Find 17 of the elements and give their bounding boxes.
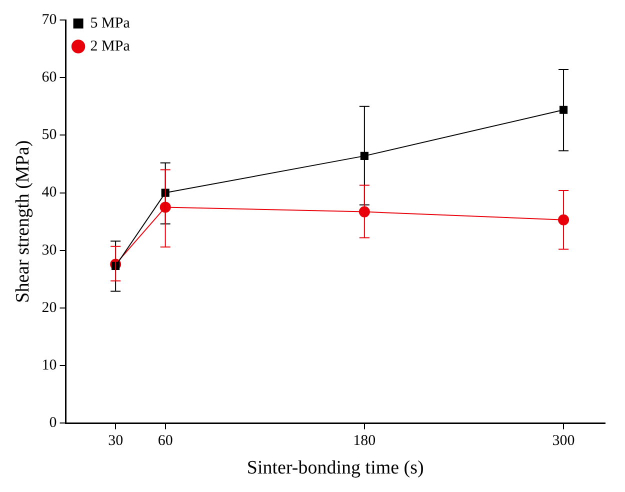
- y-tick-label: 10: [42, 358, 57, 374]
- y-tick-label: 70: [42, 12, 57, 28]
- y-tick-label: 50: [42, 127, 57, 144]
- x-axis-title: Sinter-bonding time (s): [246, 458, 424, 479]
- y-tick-label: 30: [42, 242, 57, 258]
- point: [558, 214, 570, 226]
- x-tick-label: 300: [552, 433, 575, 450]
- x-tick-label: 60: [158, 433, 173, 450]
- y-tick-label: 40: [42, 184, 57, 201]
- y-tick-label: 60: [42, 70, 57, 86]
- y-tick-label: 0: [49, 415, 57, 432]
- x-tick-label: 30: [108, 433, 124, 450]
- y-tick-label: 20: [42, 300, 57, 316]
- legend-label: 5 MPa: [90, 15, 130, 32]
- legend-label: 2 MPa: [90, 38, 130, 54]
- x-tick-label: 180: [353, 433, 376, 450]
- y-axis-title: Shear strength (MPa): [12, 140, 34, 303]
